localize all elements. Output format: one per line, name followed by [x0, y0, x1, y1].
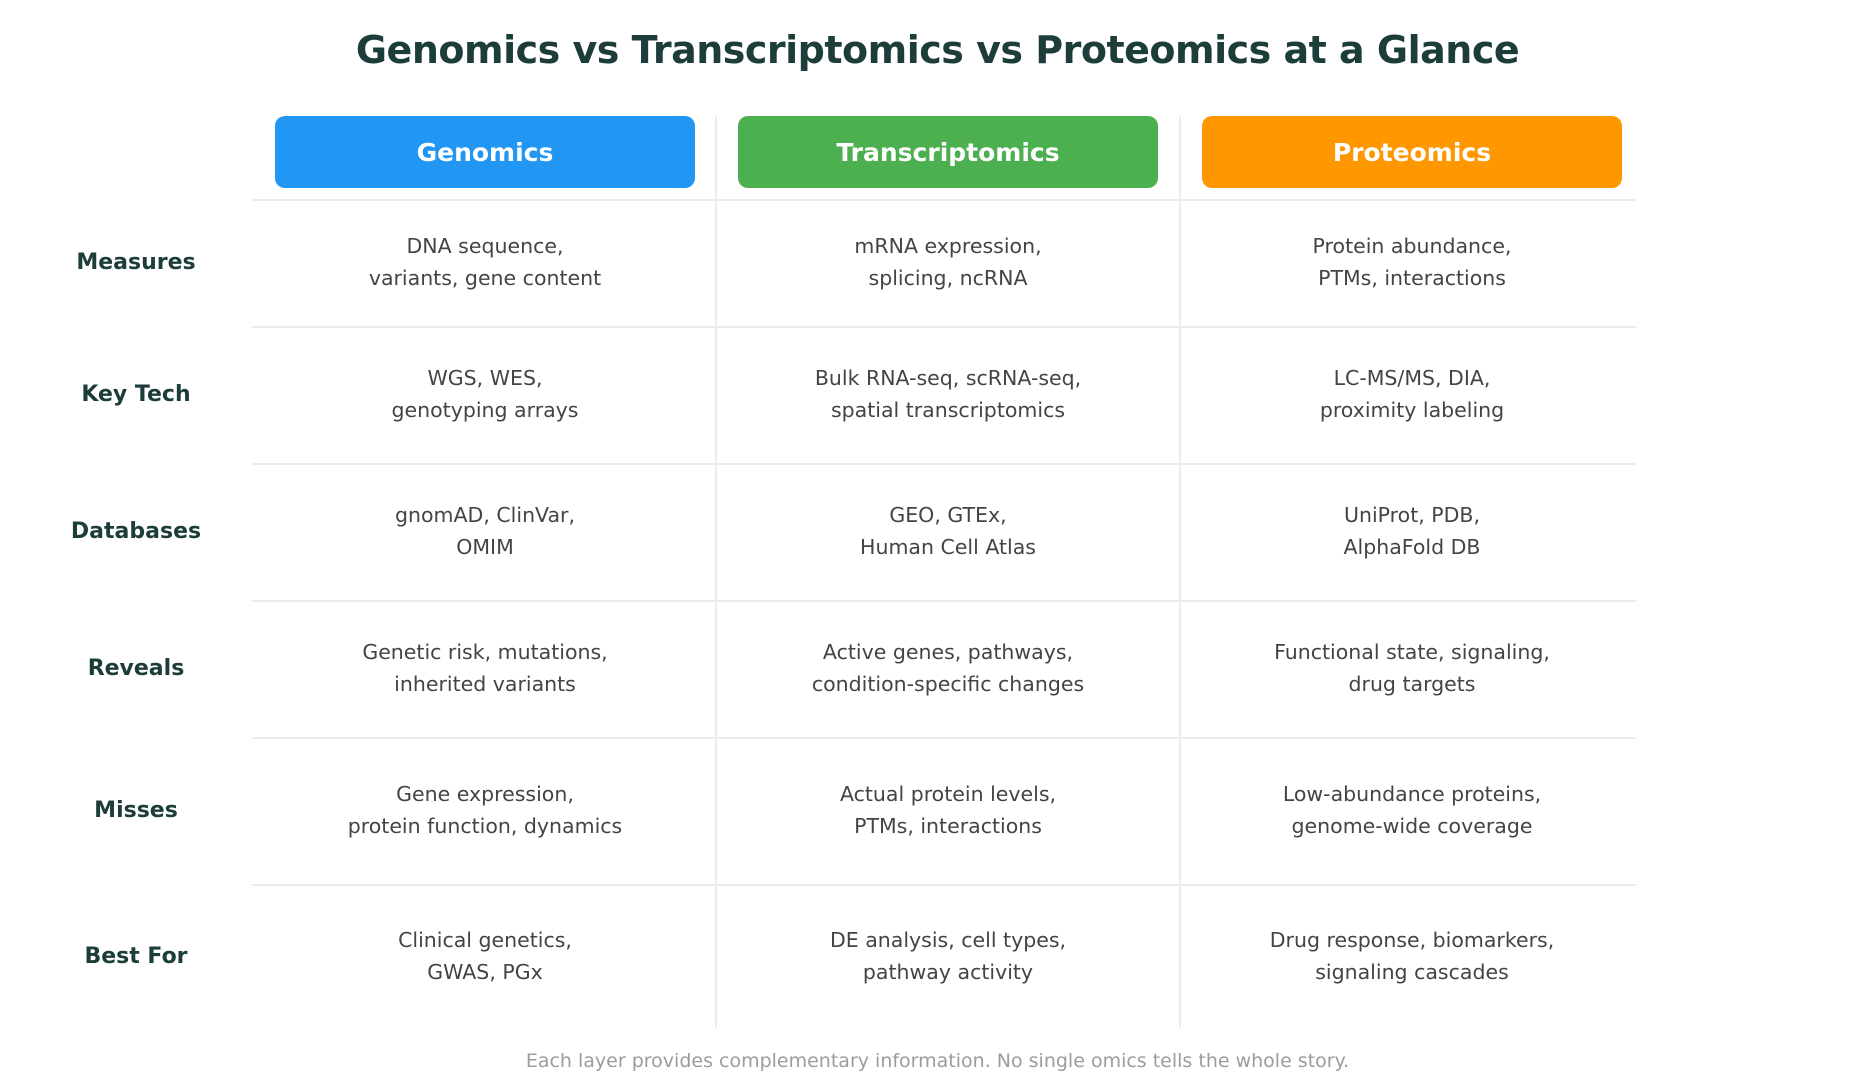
- cell-line: drug targets: [1348, 671, 1476, 696]
- cell-line: UniProt, PDB,: [1343, 502, 1480, 527]
- cell-line: PTMs, interactions: [854, 813, 1042, 838]
- cell-line: protein function, dynamics: [347, 813, 623, 838]
- table-cell: WGS, WES, genotyping arrays: [255, 362, 715, 426]
- row-divider: [252, 199, 1636, 201]
- table-cell: Bulk RNA-seq, scRNA-seq, spatial transcri…: [718, 362, 1178, 426]
- cell-line: Drug response, biomarkers,: [1269, 927, 1555, 952]
- cell-line: Genetic risk, mutations,: [362, 639, 608, 664]
- table-cell: Drug response, biomarkers, signaling casc…: [1182, 924, 1642, 988]
- cell-line: Gene expression,: [396, 781, 574, 806]
- table-cell: Gene expression, protein function, dynami…: [255, 778, 715, 842]
- table-cell: Low-abundance proteins, genome-wide cover…: [1182, 778, 1642, 842]
- row-divider: [252, 600, 1636, 602]
- cell-line: proximity labeling: [1319, 397, 1505, 422]
- table-cell: DNA sequence, variants, gene content: [255, 230, 715, 294]
- cell-line: gnomAD, ClinVar,: [395, 502, 575, 527]
- cell-line: DE analysis, cell types,: [829, 927, 1067, 952]
- row-label-misses: Misses: [94, 797, 178, 823]
- cell-line: WGS, WES,: [427, 365, 543, 390]
- table-cell: Clinical genetics, GWAS, PGx: [255, 924, 715, 988]
- column-header-proteomics: Proteomics: [1202, 116, 1622, 188]
- table-cell: LC-MS/MS, DIA, proximity labeling: [1182, 362, 1642, 426]
- column-header-transcriptomics: Transcriptomics: [738, 116, 1158, 188]
- cell-line: LC-MS/MS, DIA,: [1333, 365, 1491, 390]
- cell-line: variants, gene content: [368, 265, 602, 290]
- table-cell: GEO, GTEx, Human Cell Atlas: [718, 499, 1178, 563]
- cell-line: GWAS, PGx: [427, 959, 543, 984]
- row-label-reveals: Reveals: [87, 655, 185, 681]
- cell-line: inherited variants: [394, 671, 576, 696]
- table-cell: DE analysis, cell types, pathway activity: [718, 924, 1178, 988]
- cell-line: DNA sequence,: [406, 233, 564, 258]
- column-divider: [715, 116, 717, 1028]
- cell-line: splicing, ncRNA: [868, 265, 1028, 290]
- row-label-best-for: Best For: [84, 943, 188, 969]
- table-cell: Active genes, pathways, condition-specifi…: [718, 636, 1178, 700]
- row-label-key-tech: Key Tech: [81, 381, 191, 407]
- cell-line: GEO, GTEx,: [889, 502, 1007, 527]
- row-label-measures: Measures: [76, 249, 196, 275]
- row-divider: [252, 326, 1636, 328]
- cell-line: mRNA expression,: [854, 233, 1042, 258]
- cell-line: Protein abundance,: [1312, 233, 1512, 258]
- table-cell: Functional state, signaling, drug targets: [1182, 636, 1642, 700]
- table-cell: mRNA expression, splicing, ncRNA: [718, 230, 1178, 294]
- table-cell: Genetic risk, mutations, inherited varian…: [255, 636, 715, 700]
- footer-note: Each layer provides complementary inform…: [525, 1050, 1350, 1072]
- row-label-databases: Databases: [70, 518, 202, 544]
- cell-line: pathway activity: [862, 959, 1034, 984]
- table-cell: Protein abundance, PTMs, interactions: [1182, 230, 1642, 294]
- table-cell: UniProt, PDB, AlphaFold DB: [1182, 499, 1642, 563]
- cell-line: Clinical genetics,: [398, 927, 572, 952]
- cell-line: condition-specific changes: [811, 671, 1085, 696]
- cell-line: Functional state, signaling,: [1274, 639, 1550, 664]
- cell-line: AlphaFold DB: [1343, 534, 1481, 559]
- cell-line: spatial transcriptomics: [830, 397, 1066, 422]
- row-divider: [252, 463, 1636, 465]
- table-cell: Actual protein levels, PTMs, interactions: [718, 778, 1178, 842]
- cell-line: Low-abundance proteins,: [1282, 781, 1542, 806]
- cell-line: Human Cell Atlas: [860, 534, 1036, 559]
- cell-line: PTMs, interactions: [1318, 265, 1506, 290]
- cell-line: OMIM: [456, 534, 514, 559]
- page-title: Genomics vs Transcriptomics vs Proteomic…: [355, 28, 1520, 72]
- cell-line: Actual protein levels,: [839, 781, 1057, 806]
- column-divider: [1179, 116, 1181, 1028]
- cell-line: Active genes, pathways,: [822, 639, 1074, 664]
- row-divider: [252, 884, 1636, 886]
- column-header-genomics: Genomics: [275, 116, 695, 188]
- cell-line: Bulk RNA-seq, scRNA-seq,: [814, 365, 1082, 390]
- cell-line: genome-wide coverage: [1291, 813, 1533, 838]
- row-divider: [252, 737, 1636, 739]
- cell-line: genotyping arrays: [391, 397, 579, 422]
- table-cell: gnomAD, ClinVar, OMIM: [255, 499, 715, 563]
- cell-line: signaling cascades: [1315, 959, 1509, 984]
